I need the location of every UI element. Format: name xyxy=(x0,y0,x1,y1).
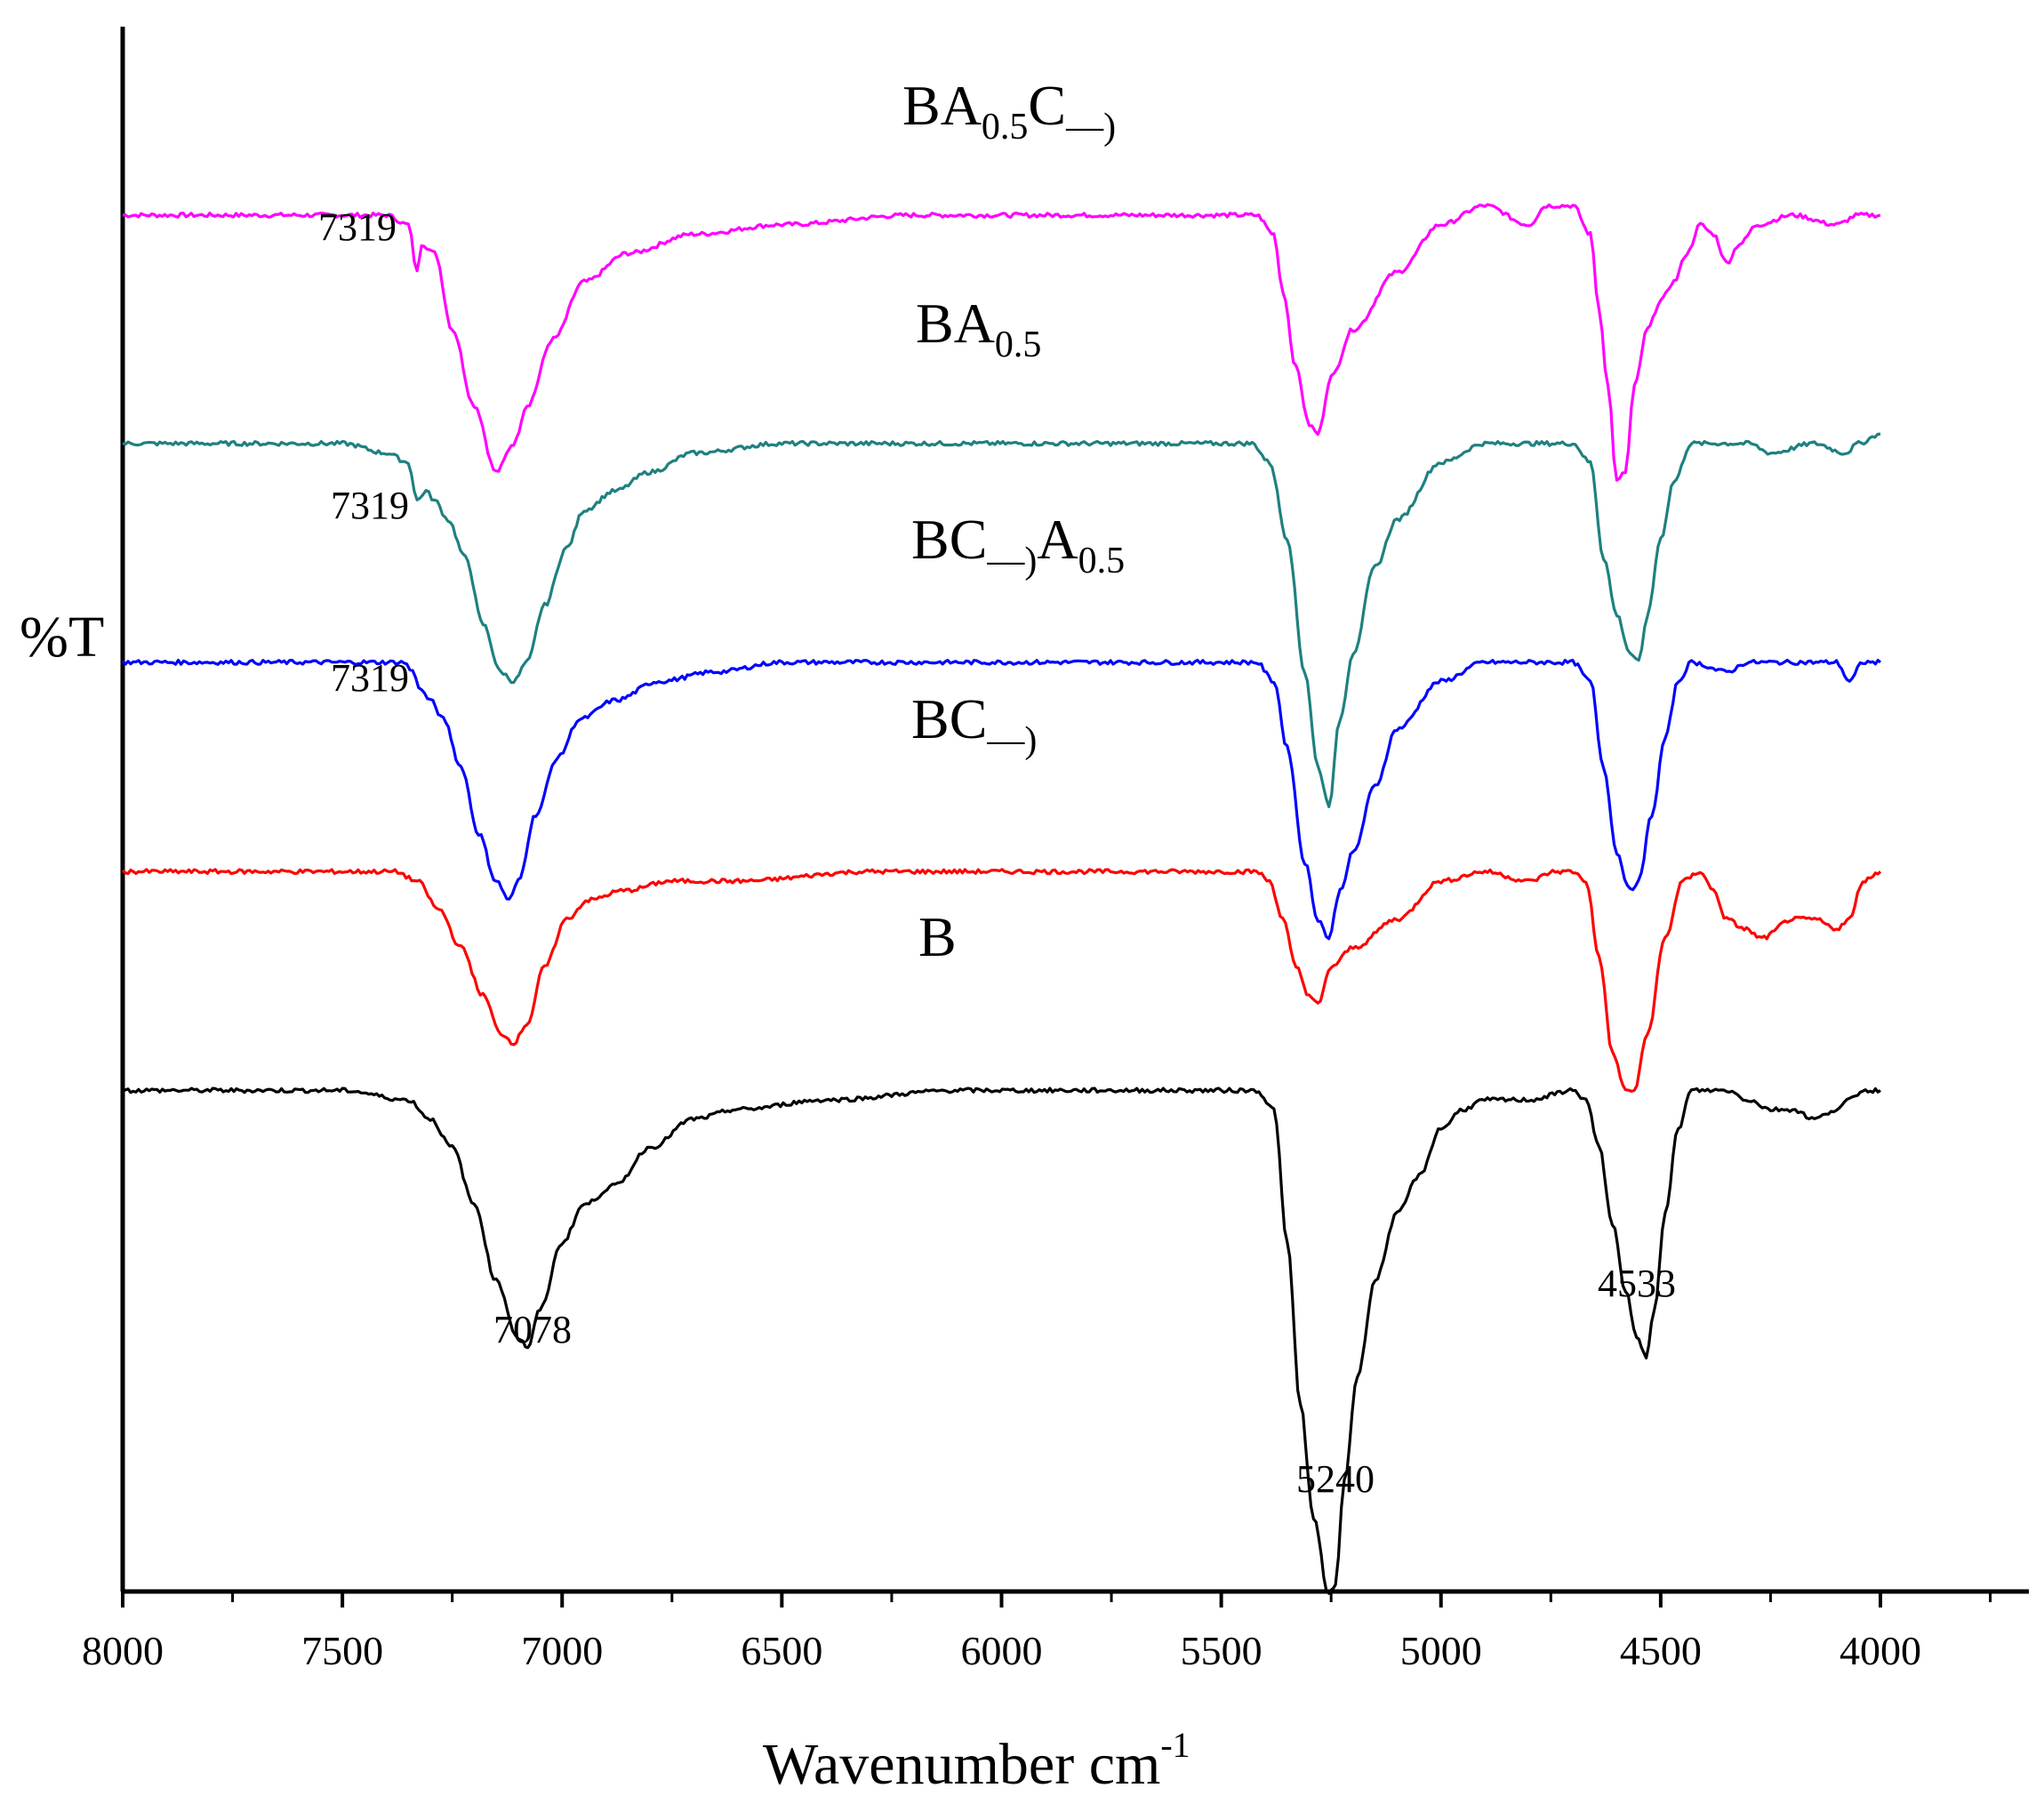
x-tick-label: 5000 xyxy=(1400,1628,1482,1673)
series-line-bc xyxy=(121,868,1882,1093)
x-axis-title: Wavenumber cm-1 xyxy=(763,1725,1190,1797)
x-tick-label: 6000 xyxy=(961,1628,1043,1673)
peak-label-4533: 4533 xyxy=(1598,1262,1676,1305)
x-tick-label: 5500 xyxy=(1181,1628,1262,1673)
x-axis-title-main: Wavenumber cm xyxy=(763,1732,1160,1797)
x-axis-ticks xyxy=(121,1591,1992,1608)
series-label-ba05c: BA0.5C‒‒) xyxy=(902,74,1116,148)
x-tick-label: 4500 xyxy=(1620,1628,1702,1673)
peak-label-7319-ba05c: 7319 xyxy=(318,205,397,249)
series-line-ba05c xyxy=(122,203,1881,482)
series-line-b xyxy=(122,1086,1881,1595)
x-axis-title-sup: -1 xyxy=(1160,1725,1190,1765)
x-tick-label: 7500 xyxy=(301,1628,383,1673)
peak-label-7319-ba05: 7319 xyxy=(331,484,409,527)
peak-label-5240: 5240 xyxy=(1296,1457,1375,1501)
peak-label-7319-bca05: 7319 xyxy=(331,656,409,700)
series-line-ba05 xyxy=(122,432,1881,808)
x-tick-label: 8000 xyxy=(82,1628,164,1673)
series-label-bc: BC‒‒) xyxy=(911,687,1037,761)
x-tick-label: 4000 xyxy=(1840,1628,1921,1673)
y-axis-title: %T xyxy=(20,605,104,669)
series-label-bca05: BC‒‒)A0.5 xyxy=(911,508,1125,581)
x-axis-tick-labels: 8000 7500 7000 6500 6000 5500 5000 4500 4000 xyxy=(82,1628,1921,1673)
x-tick-label: 7000 xyxy=(521,1628,603,1673)
x-tick-label: 6500 xyxy=(741,1628,822,1673)
series-label-ba05: BA0.5 xyxy=(916,292,1041,365)
series-label-b: B xyxy=(918,905,957,968)
peak-label-7078: 7078 xyxy=(493,1308,572,1351)
series-line-bca05 xyxy=(121,658,1882,941)
spectra xyxy=(121,203,1882,1595)
